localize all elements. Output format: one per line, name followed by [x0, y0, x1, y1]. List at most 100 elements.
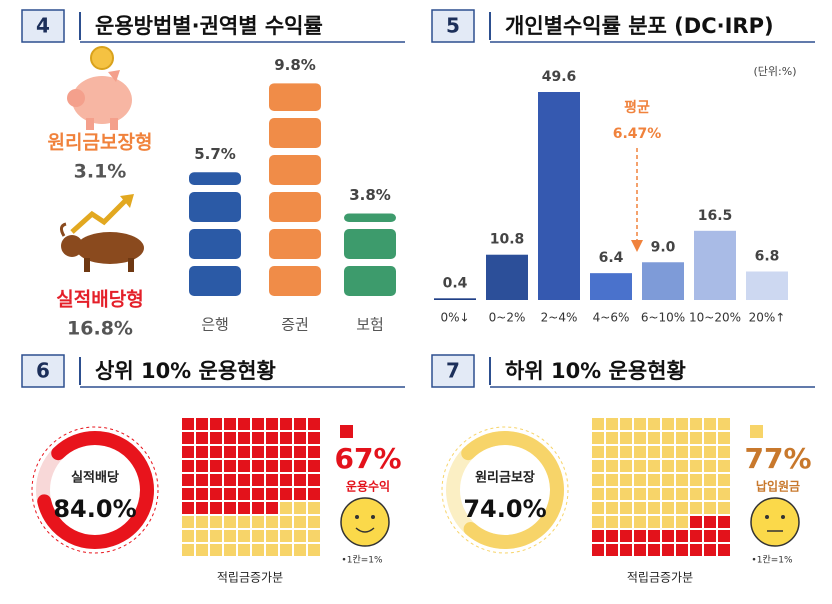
waffle-cell [704, 502, 716, 514]
waffle-cell [252, 544, 264, 556]
donut-label: 원리금보장 [475, 470, 535, 486]
waffle-cell [662, 502, 674, 514]
bar-segment [269, 118, 321, 148]
waffle-cell [224, 446, 236, 458]
badge-box [21, 9, 65, 43]
waffle-cell [704, 474, 716, 486]
note: •1칸=1% [751, 555, 793, 566]
value-label: 5.7% [194, 145, 236, 163]
bar-segment [189, 229, 241, 259]
waffle-cell [224, 432, 236, 444]
waffle-cell [690, 460, 702, 472]
waffle-cell [690, 418, 702, 430]
waffle-cell [280, 516, 292, 528]
waffle-cell [238, 516, 250, 528]
waffle-cell [662, 474, 674, 486]
waffle-cell [620, 446, 632, 458]
waffle-cell [266, 488, 278, 500]
waffle-cell [648, 418, 660, 430]
waffle-cell [718, 460, 730, 472]
waffle-cell [620, 474, 632, 486]
waffle-cell [196, 502, 208, 514]
waffle-cell [718, 530, 730, 542]
waffle-cell [182, 530, 194, 542]
waffle-cell [266, 460, 278, 472]
caption: 적립금증가분 [627, 571, 693, 585]
bar [538, 92, 580, 300]
waffle-cell [224, 474, 236, 486]
waffle-cell [294, 474, 306, 486]
waffle-cell [238, 544, 250, 556]
annotation-value: 16.8% [67, 318, 133, 340]
waffle-cell [592, 474, 604, 486]
waffle-cell [280, 474, 292, 486]
waffle-cell [280, 446, 292, 458]
waffle-cell [592, 502, 604, 514]
waffle-cell [662, 418, 674, 430]
face-eye [781, 515, 785, 519]
face-icon [750, 497, 800, 547]
badge-number: 5 [446, 14, 460, 38]
waffle-cell [308, 474, 320, 486]
waffle-cell [662, 460, 674, 472]
waffle-cell [182, 418, 194, 430]
waffle-cell [648, 432, 660, 444]
waffle-cell [648, 474, 660, 486]
waffle-cell [648, 516, 660, 528]
x-tick-label: 은행 [201, 316, 229, 334]
x-tick-label: 10~20% [689, 311, 741, 325]
waffle-cell [620, 502, 632, 514]
waffle-cell [210, 544, 222, 556]
waffle-cell [606, 418, 618, 430]
waffle-cell [210, 516, 222, 528]
waffle-cell [662, 544, 674, 556]
waffle-cell [224, 488, 236, 500]
waffle-cell [210, 502, 222, 514]
waffle-cell [308, 530, 320, 542]
waffle-cell [210, 474, 222, 486]
bull-icon [59, 194, 144, 272]
waffle-cell [238, 474, 250, 486]
waffle-cell [224, 460, 236, 472]
waffle-cell [648, 488, 660, 500]
waffle-cell [634, 432, 646, 444]
waffle-cell [252, 488, 264, 500]
waffle-cell [294, 488, 306, 500]
waffle-cell [308, 502, 320, 514]
waffle-cell [308, 418, 320, 430]
donut-value: 74.0% [463, 495, 546, 523]
waffle-cell [196, 460, 208, 472]
waffle-cell [634, 516, 646, 528]
waffle-cell [676, 446, 688, 458]
waffle-cell [308, 446, 320, 458]
caption: 적립금증가분 [217, 571, 283, 585]
waffle-cell [238, 418, 250, 430]
waffle-cell [592, 418, 604, 430]
waffle-cell [280, 530, 292, 542]
waffle-cell [662, 516, 674, 528]
waffle-cell [308, 544, 320, 556]
waffle-cell [252, 502, 264, 514]
panel-title: 상위 10% 운용현황 [95, 359, 276, 383]
waffle-cell [704, 446, 716, 458]
value-label: 9.0 [651, 239, 676, 255]
waffle-cell [606, 460, 618, 472]
waffle-cell [294, 530, 306, 542]
badge-box [21, 354, 65, 388]
annotation-value: 3.1% [74, 161, 127, 183]
waffle-cell [718, 516, 730, 528]
bar [746, 271, 788, 300]
waffle-cell [266, 516, 278, 528]
bar [590, 273, 632, 300]
waffle-cell [704, 544, 716, 556]
badge-number: 7 [446, 359, 460, 383]
waffle-cell [266, 446, 278, 458]
bar-segment [269, 83, 321, 111]
waffle-cell [676, 516, 688, 528]
x-tick-label: 20%↑ [749, 311, 786, 325]
waffle-cell [606, 474, 618, 486]
waffle-cell [634, 502, 646, 514]
waffle-cell [252, 530, 264, 542]
waffle-cell [634, 488, 646, 500]
